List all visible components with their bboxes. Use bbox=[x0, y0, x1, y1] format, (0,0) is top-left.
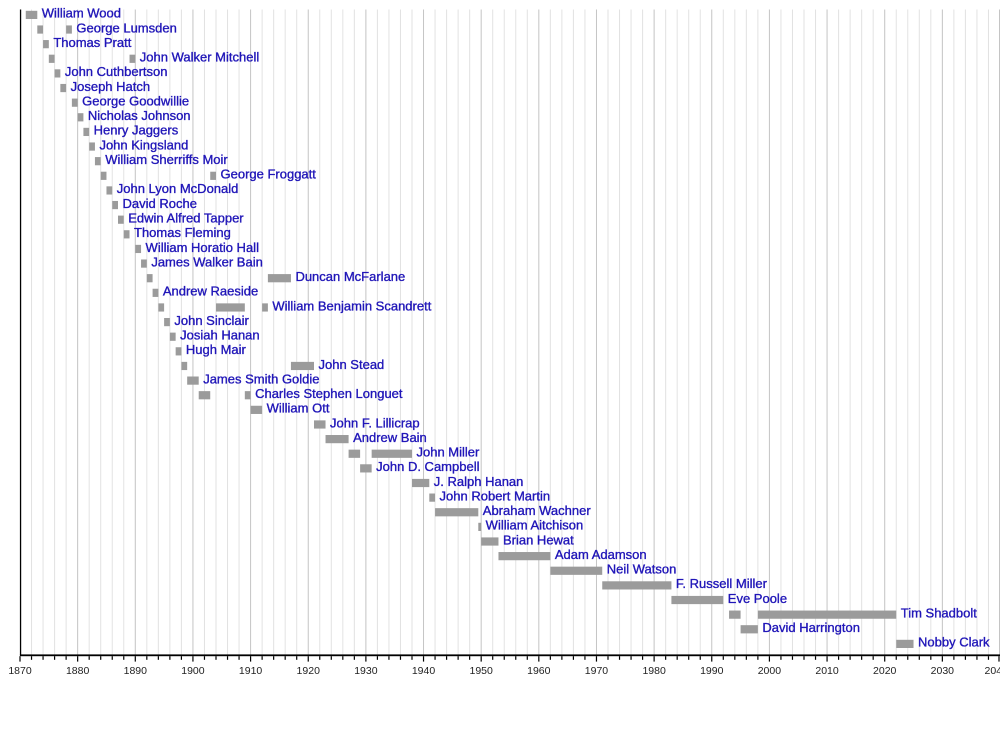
svg-text:David Harrington: David Harrington bbox=[762, 620, 860, 635]
svg-text:William Wood: William Wood bbox=[42, 6, 121, 21]
svg-text:1960: 1960 bbox=[527, 665, 551, 677]
svg-text:Henry Jaggers: Henry Jaggers bbox=[94, 123, 179, 138]
svg-text:John Kingsland: John Kingsland bbox=[99, 137, 188, 152]
svg-text:Abraham Wachner: Abraham Wachner bbox=[483, 503, 592, 518]
svg-text:1970: 1970 bbox=[585, 665, 609, 677]
svg-text:John Sinclair: John Sinclair bbox=[174, 313, 249, 328]
svg-text:William Ott: William Ott bbox=[267, 401, 330, 416]
svg-text:Andrew Bain: Andrew Bain bbox=[353, 430, 427, 445]
svg-text:2000: 2000 bbox=[758, 665, 782, 677]
svg-text:Nicholas Johnson: Nicholas Johnson bbox=[88, 108, 191, 123]
svg-text:Thomas Fleming: Thomas Fleming bbox=[134, 225, 231, 240]
svg-text:John F. Lillicrap: John F. Lillicrap bbox=[330, 415, 420, 430]
svg-text:1990: 1990 bbox=[700, 665, 724, 677]
svg-text:William Sherriffs Moir: William Sherriffs Moir bbox=[105, 152, 228, 167]
svg-text:John Robert Martin: John Robert Martin bbox=[440, 488, 551, 503]
svg-text:John Stead: John Stead bbox=[319, 357, 385, 372]
svg-text:George Froggatt: George Froggatt bbox=[221, 167, 317, 182]
svg-text:1870: 1870 bbox=[8, 665, 32, 677]
svg-text:George Lumsden: George Lumsden bbox=[76, 20, 176, 35]
svg-text:Charles Stephen Longuet: Charles Stephen Longuet bbox=[255, 386, 403, 401]
svg-text:John Lyon McDonald: John Lyon McDonald bbox=[117, 181, 239, 196]
svg-text:Eve Poole: Eve Poole bbox=[728, 591, 787, 606]
svg-text:2010: 2010 bbox=[815, 665, 839, 677]
svg-text:Neil Watson: Neil Watson bbox=[607, 562, 677, 577]
svg-text:John D. Campbell: John D. Campbell bbox=[376, 459, 479, 474]
svg-text:1900: 1900 bbox=[181, 665, 205, 677]
svg-text:1950: 1950 bbox=[470, 665, 494, 677]
svg-text:F. Russell Miller: F. Russell Miller bbox=[676, 576, 768, 591]
svg-text:1910: 1910 bbox=[239, 665, 263, 677]
svg-text:John Walker Mitchell: John Walker Mitchell bbox=[140, 50, 260, 65]
svg-text:Josiah Hanan: Josiah Hanan bbox=[180, 328, 260, 343]
svg-text:1920: 1920 bbox=[297, 665, 321, 677]
svg-text:James Smith Goldie: James Smith Goldie bbox=[203, 371, 319, 386]
svg-text:1890: 1890 bbox=[124, 665, 148, 677]
svg-text:Brian Hewat: Brian Hewat bbox=[503, 532, 574, 547]
svg-text:Nobby Clark: Nobby Clark bbox=[918, 635, 990, 650]
svg-text:1980: 1980 bbox=[642, 665, 666, 677]
svg-text:2040: 2040 bbox=[985, 665, 1000, 677]
svg-text:1880: 1880 bbox=[66, 665, 90, 677]
svg-text:1940: 1940 bbox=[412, 665, 436, 677]
svg-text:George Goodwillie: George Goodwillie bbox=[82, 93, 189, 108]
svg-text:Adam Adamson: Adam Adamson bbox=[555, 547, 647, 562]
svg-text:James Walker Bain: James Walker Bain bbox=[151, 254, 263, 269]
svg-text:J. Ralph Hanan: J. Ralph Hanan bbox=[434, 474, 524, 489]
svg-text:William Aitchison: William Aitchison bbox=[486, 518, 584, 533]
svg-text:Duncan McFarlane: Duncan McFarlane bbox=[295, 269, 405, 284]
svg-text:John Miller: John Miller bbox=[417, 445, 481, 460]
svg-text:David Roche: David Roche bbox=[123, 196, 197, 211]
svg-text:John Cuthbertson: John Cuthbertson bbox=[65, 64, 168, 79]
svg-text:William Benjamin Scandrett: William Benjamin Scandrett bbox=[272, 298, 431, 313]
svg-text:2020: 2020 bbox=[873, 665, 897, 677]
svg-text:Thomas Pratt: Thomas Pratt bbox=[53, 35, 131, 50]
svg-text:Tim Shadbolt: Tim Shadbolt bbox=[901, 605, 977, 620]
svg-text:William Horatio Hall: William Horatio Hall bbox=[146, 240, 260, 255]
svg-text:1930: 1930 bbox=[354, 665, 378, 677]
svg-text:Edwin Alfred Tapper: Edwin Alfred Tapper bbox=[128, 210, 244, 225]
svg-text:Andrew Raeside: Andrew Raeside bbox=[163, 284, 258, 299]
svg-text:Hugh Mair: Hugh Mair bbox=[186, 342, 247, 357]
svg-text:2030: 2030 bbox=[931, 665, 955, 677]
svg-text:Joseph Hatch: Joseph Hatch bbox=[71, 79, 150, 94]
